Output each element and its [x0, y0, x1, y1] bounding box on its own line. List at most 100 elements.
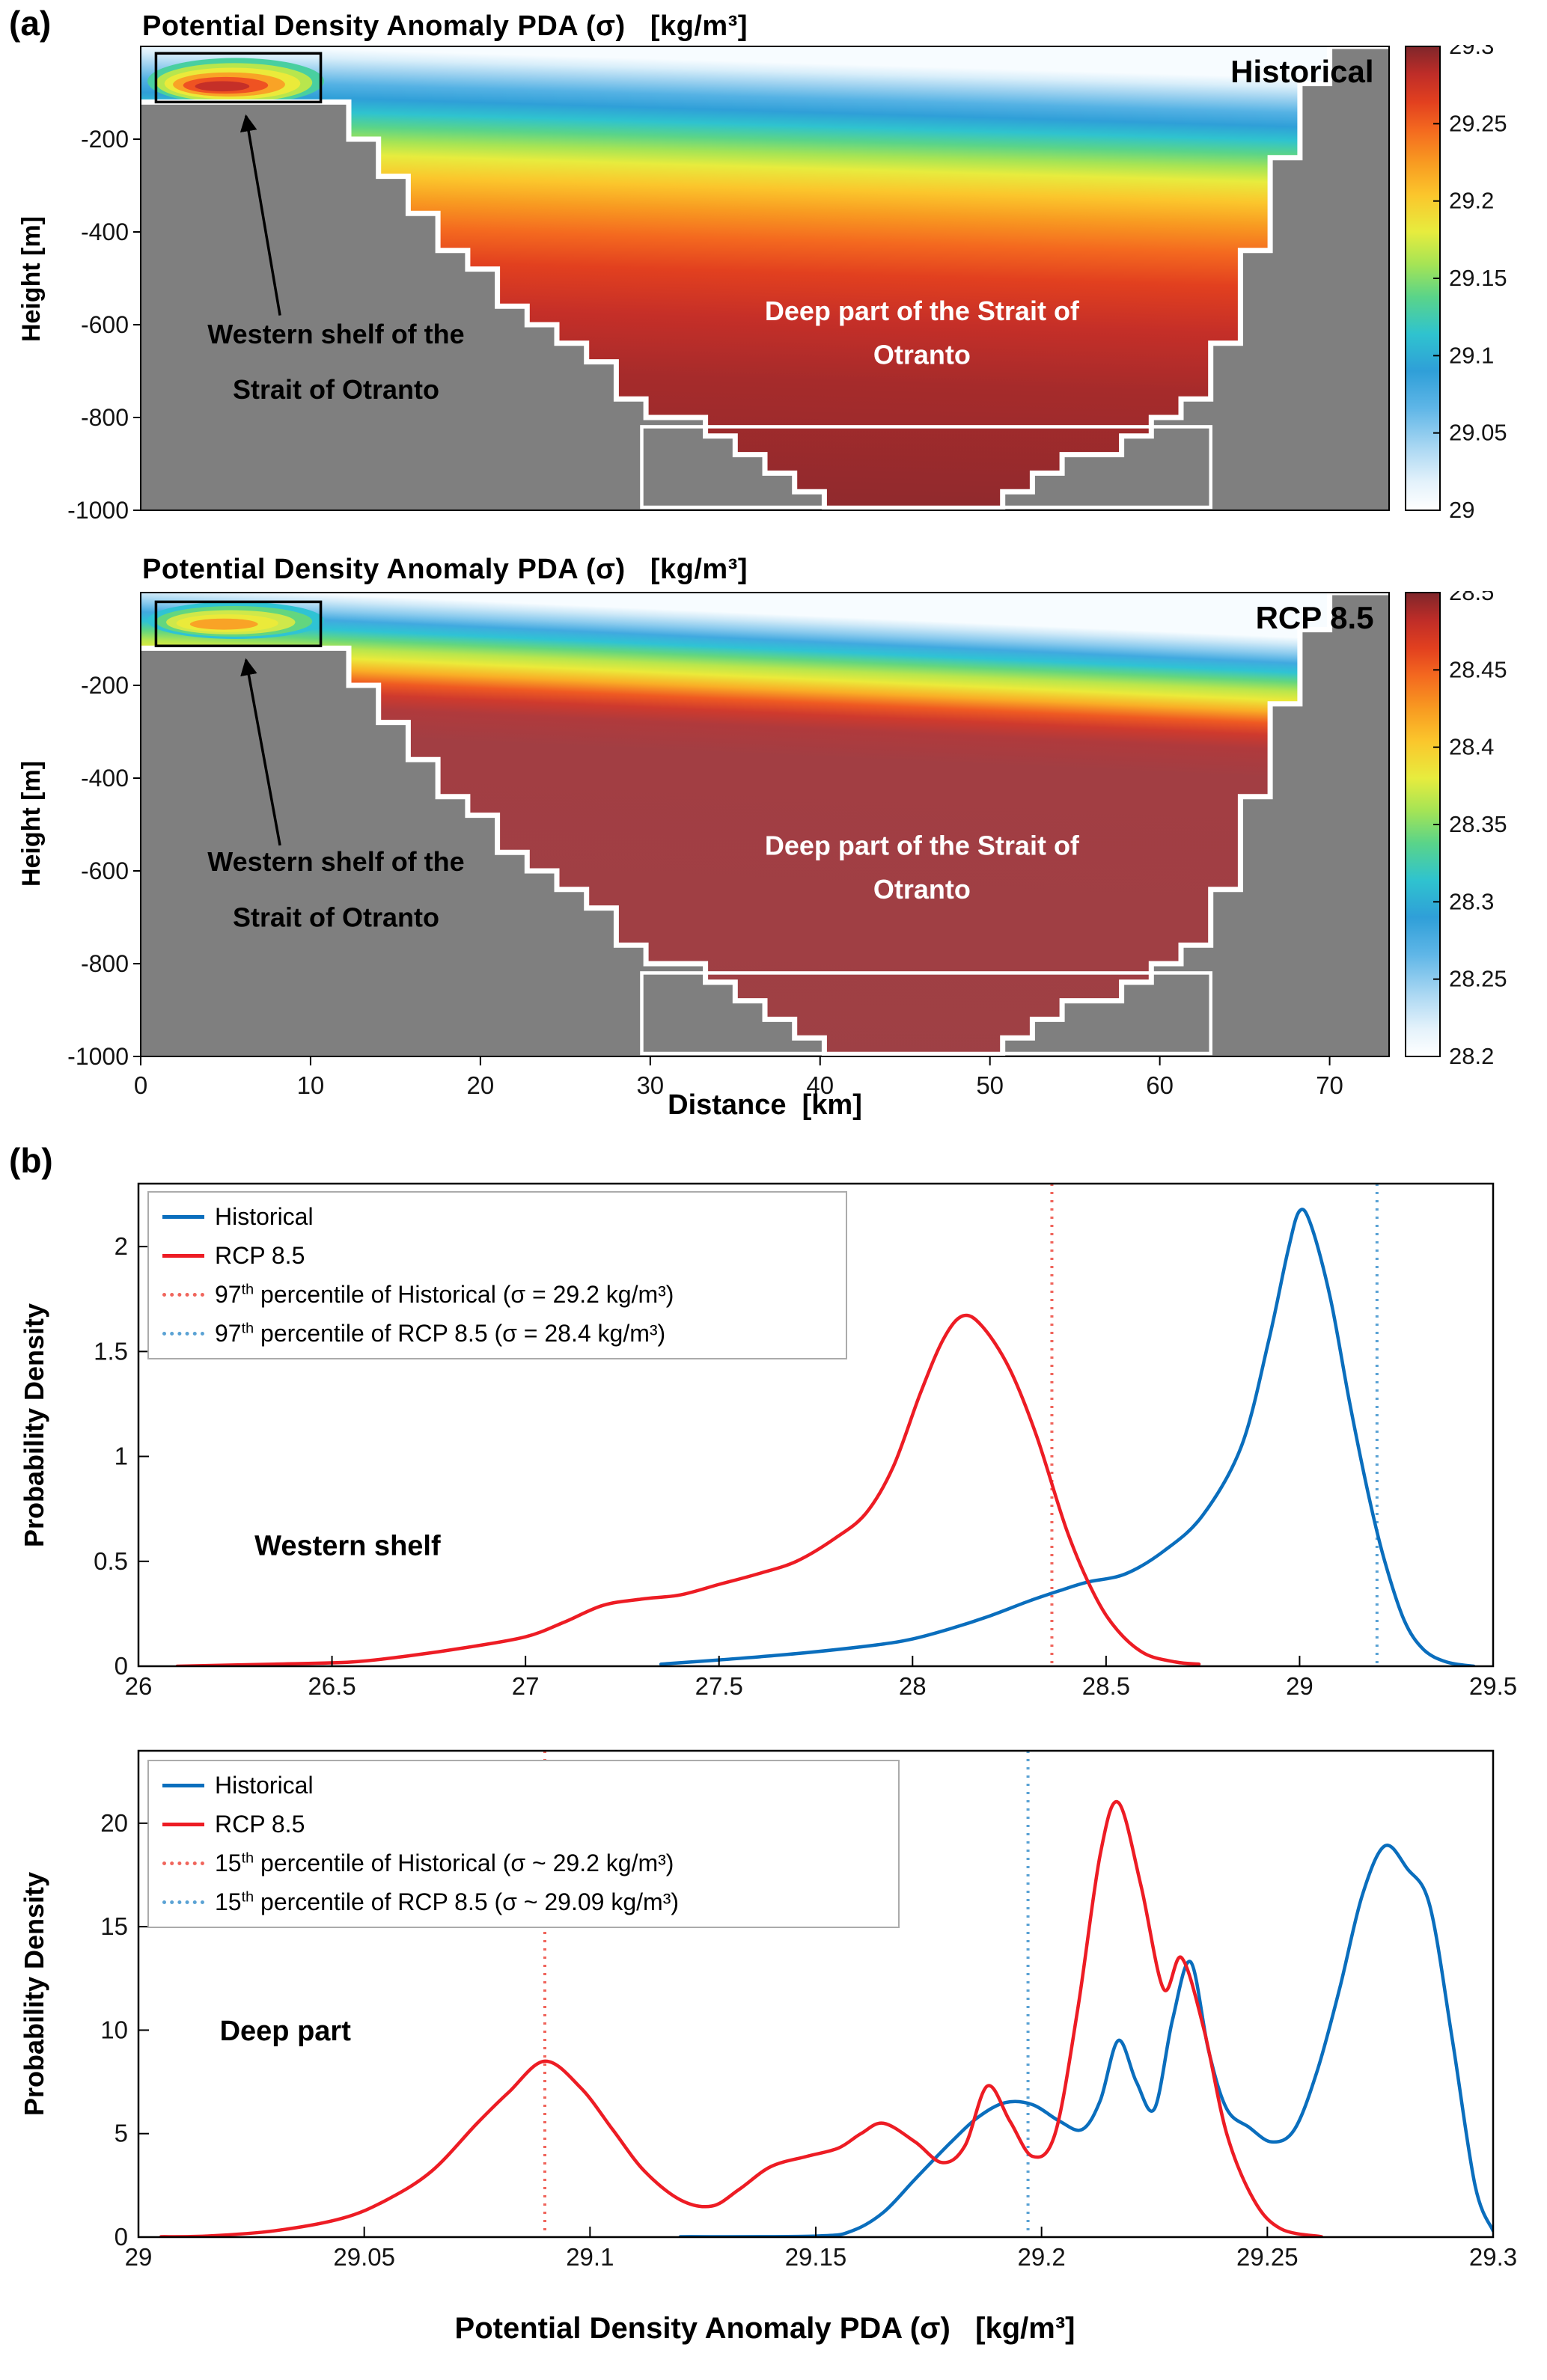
x-tick-label: 29: [125, 2243, 153, 2271]
legend-line-sample: [162, 1254, 204, 1258]
x-tick-label: 26.5: [308, 1672, 356, 1700]
legend-item: 15th percentile of RCP 8.5 (σ ~ 29.09 kg…: [162, 1888, 885, 1916]
pdf-curve-rcp-8-5: [159, 1799, 1323, 2237]
y-tick-label: 1: [115, 1443, 128, 1470]
legend-label: RCP 8.5: [215, 1242, 305, 1269]
shelf-annotation-box: [154, 52, 323, 104]
legend-item: RCP 8.5: [162, 1242, 832, 1270]
shelf-arrow: [239, 114, 281, 316]
panel-a-label: (a): [9, 4, 52, 43]
legend-western-shelf: Historical RCP 8.5 97th percentile of Hist…: [147, 1191, 847, 1359]
x-tick-label: 29.3: [1469, 2243, 1517, 2271]
legend-label: 15th percentile of RCP 8.5 (σ ~ 29.09 kg…: [215, 1888, 679, 1915]
x-tick-label: 28: [899, 1672, 927, 1700]
x-tick-label: 29.05: [333, 2243, 395, 2271]
shelf-annotation-text: Strait of Otranto: [233, 374, 439, 405]
legend-item: Historical: [162, 1203, 832, 1231]
y-tick-label: -400: [81, 765, 129, 792]
legend-label: 15th percentile of Historical (σ ~ 29.2 …: [215, 1850, 674, 1876]
x-tick-label: 10: [297, 1071, 325, 1099]
legend-line-sample: [162, 1823, 204, 1826]
deep-annotation-box: [640, 425, 1212, 510]
legend-line-sample: [162, 1332, 204, 1336]
y-tick-label: 20: [100, 1809, 128, 1837]
legend-deep-part: Historical RCP 8.5 15th percentile of Hist…: [147, 1760, 900, 1928]
colorbar-tick-label: 29.05: [1449, 420, 1507, 446]
bathymetry: [141, 46, 1389, 510]
pdf-deep-part-ylabel: Probability Density: [19, 1871, 49, 2117]
legend-line-sample: [162, 1293, 204, 1297]
x-tick-label: 40: [806, 1071, 834, 1099]
colorbar-tick-label: 28.25: [1449, 966, 1507, 992]
colorbar-tick-label: 28.4: [1449, 734, 1494, 760]
pdf-curve-historical: [678, 1844, 1493, 2237]
x-tick-label: 0: [134, 1071, 147, 1099]
x-tick-label: 29: [1286, 1672, 1313, 1700]
axis-box: [137, 1182, 1495, 1668]
section-plot-area: [141, 46, 1389, 510]
legend-line-sample: [162, 1215, 204, 1219]
bathymetry: [141, 593, 1389, 1056]
distance-xlabel: Distance [km]: [668, 1089, 862, 1121]
colorbar-tick-label: 29.15: [1449, 265, 1507, 291]
legend-label: Historical: [215, 1772, 314, 1799]
x-tick-label: 28.5: [1082, 1672, 1130, 1700]
y-tick-label: 0: [115, 2223, 128, 2251]
x-tick-label: 29.2: [1018, 2243, 1066, 2271]
section-plot-area: [141, 593, 1389, 1056]
colorbar-tick-label: 28.5: [1449, 591, 1494, 605]
x-tick-label: 29.1: [566, 2243, 614, 2271]
x-tick-label: 26: [125, 1672, 153, 1700]
y-tick-label: -200: [81, 672, 129, 699]
legend-item: 97th percentile of RCP 8.5 (σ = 28.4 kg/…: [162, 1320, 832, 1347]
section-plot-historical: Western shelf of the Strait of Otranto Dee…: [67, 45, 1507, 524]
panel-b-label: (b): [9, 1141, 53, 1180]
x-tick-label: 30: [636, 1071, 664, 1099]
legend-line-sample: [162, 1862, 204, 1865]
deep-annotation-box: [640, 971, 1212, 1056]
pda-xlabel: Potential Density Anomaly PDA (σ) [kg/m³…: [454, 2312, 1075, 2345]
shelf-arrow: [240, 658, 281, 846]
deep-annotation-text: Deep part of the Strait of: [765, 296, 1080, 326]
plot-area: [175, 1184, 1476, 1666]
pdf-western-shelf-ylabel: Probability Density: [19, 1303, 49, 1548]
colorbar-tick-label: 28.2: [1449, 1043, 1494, 1069]
legend-item: RCP 8.5: [162, 1811, 885, 1838]
y-tick-label: -600: [81, 311, 129, 338]
region-label: Deep part: [220, 2016, 352, 2047]
shelf-density-patch: [189, 618, 258, 630]
colorbar-tick-label: 28.3: [1449, 888, 1494, 914]
deep-annotation-text: Otranto: [873, 340, 971, 370]
colorbar-tick-label: 28.35: [1449, 811, 1507, 837]
legend-label: 97th percentile of Historical (σ = 29.2 …: [215, 1281, 674, 1308]
x-tick-label: 27.5: [695, 1672, 743, 1700]
legend-line-sample: [162, 1900, 204, 1904]
pdf-curve-rcp-8-5: [175, 1313, 1201, 1666]
x-tick-label: 20: [467, 1071, 495, 1099]
y-tick-label: -800: [81, 950, 129, 977]
x-tick-label: 27: [512, 1672, 540, 1700]
colorbar-tick-label: 29.25: [1449, 110, 1507, 136]
y-tick-label: 0.5: [94, 1547, 128, 1575]
legend-item: Historical: [162, 1772, 885, 1799]
colorbar-tick-label: 29.1: [1449, 342, 1494, 368]
section-plot-rcp85: Western shelf of the Strait of Otranto Dee…: [67, 591, 1507, 1099]
colorbar-tick-label: 28.45: [1449, 656, 1507, 682]
deep-annotation-text: Otranto: [873, 874, 971, 905]
x-tick-label: 60: [1146, 1071, 1174, 1099]
y-tick-label: 15: [100, 1912, 128, 1940]
section-rcp85-ylabel: Height [m]: [17, 760, 46, 887]
bathymetry-step-outline: [141, 593, 1389, 1056]
shelf-annotation-text: Strait of Otranto: [233, 902, 439, 932]
section-rcp85-title: Potential Density Anomaly PDA (σ) [kg/m³…: [142, 554, 748, 585]
plot-area: [159, 1751, 1493, 2237]
shelf-annotation-text: Western shelf of the: [207, 846, 464, 877]
deep-annotation-text: Deep part of the Strait of: [765, 830, 1080, 860]
pdf-plot-deep-part: 29 29.05 29.1 29.15 29.2 29.25 29.3 0 5 10 15 20 Dee…: [100, 1749, 1517, 2271]
x-tick-label: 29.15: [785, 2243, 847, 2271]
x-tick-label: 29.25: [1236, 2243, 1299, 2271]
legend-item: 15th percentile of Historical (σ ~ 29.2 …: [162, 1850, 885, 1877]
y-tick-label: -200: [81, 126, 129, 153]
pdf-plot-western-shelf: 26 26.5 27 27.5 28 28.5 29 29.5 0 0.5 1 1.5 2 Western…: [94, 1182, 1517, 1700]
